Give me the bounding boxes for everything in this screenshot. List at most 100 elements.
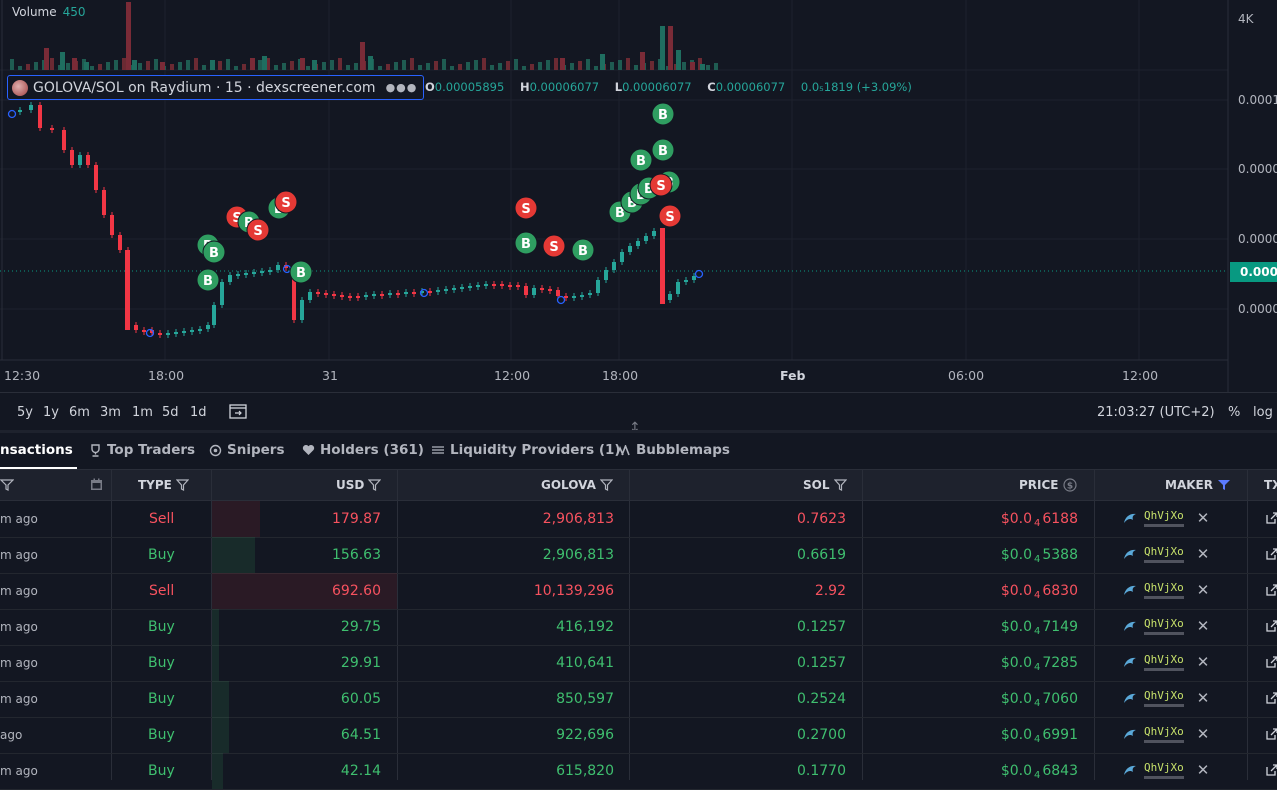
table-row[interactable]: m ago Buy 29.91 410,641 0.1257 $0.0 4 7285 QhVjX… xyxy=(0,645,1277,682)
tab-bubblemaps[interactable]: Bubblemaps xyxy=(616,442,730,458)
external-link-icon[interactable] xyxy=(1266,728,1277,740)
table-row[interactable]: m ago Buy 29.75 416,192 0.1257 $0.0 4 7149 QhVjX… xyxy=(0,609,1277,646)
remove-filter-icon[interactable]: ✕ xyxy=(1196,761,1210,779)
external-link-icon[interactable] xyxy=(1266,620,1277,632)
remove-filter-icon[interactable]: ✕ xyxy=(1196,617,1210,635)
volume-bar xyxy=(560,58,565,70)
volume-bar xyxy=(700,64,705,70)
timeframe-1y[interactable]: 1y xyxy=(43,405,59,420)
external-link-icon[interactable] xyxy=(1266,656,1277,668)
marker-circle xyxy=(556,295,566,305)
maker-address[interactable]: QhVjXo xyxy=(1144,689,1184,707)
candle-body xyxy=(220,282,224,305)
price-chart[interactable]: BBBSBSBSBSBSBBBBBBBBBSS Volume 450 GOLOVA… xyxy=(0,0,1277,436)
remove-filter-icon[interactable]: ✕ xyxy=(1196,545,1210,563)
percent-scale-toggle[interactable]: % xyxy=(1228,405,1241,420)
maker-cell[interactable]: QhVjXo ✕ xyxy=(1122,761,1209,779)
timeframe-1d[interactable]: 1d xyxy=(190,405,207,420)
timeframe-6m[interactable]: 6m xyxy=(69,405,90,420)
candle-body xyxy=(166,333,170,335)
header-txn[interactable]: TX xyxy=(1264,478,1277,492)
tab-holders[interactable]: Holders (361) xyxy=(302,442,424,458)
price-zero-count: 4 xyxy=(1033,518,1041,529)
sell-marker-label: S xyxy=(549,240,558,255)
table-row[interactable]: m ago Sell 179.87 2,906,813 0.7623 $0.0 4 6188 Q… xyxy=(0,501,1277,538)
candle-body xyxy=(29,105,33,110)
remove-filter-icon[interactable]: ✕ xyxy=(1196,509,1210,527)
volume-bar xyxy=(218,61,222,70)
filter-icon[interactable] xyxy=(368,479,382,491)
volume-bar xyxy=(634,65,638,70)
maker-cell[interactable]: QhVjXo ✕ xyxy=(1122,725,1209,743)
timeframe-5y[interactable]: 5y xyxy=(17,405,33,420)
header-type[interactable]: TYPE xyxy=(138,478,189,492)
remove-filter-icon[interactable]: ✕ xyxy=(1196,581,1210,599)
table-row[interactable]: m ago Buy 42.14 615,820 0.1770 $0.0 4 6843 QhVjX… xyxy=(0,753,1277,790)
maker-cell[interactable]: QhVjXo ✕ xyxy=(1122,545,1209,563)
tab-top-traders[interactable]: Top Traders xyxy=(89,442,195,458)
dollar-toggle-icon[interactable]: $ xyxy=(1062,478,1077,492)
table-row[interactable]: ago Buy 64.51 922,696 0.2700 $0.0 4 6991 QhVjXo ✕ xyxy=(0,717,1277,754)
timeframe-5d[interactable]: 5d xyxy=(162,405,179,420)
maker-address[interactable]: QhVjXo xyxy=(1144,617,1184,635)
table-row[interactable]: m ago Sell 692.60 10,139,296 2.92 $0.0 4 6830 Qh… xyxy=(0,573,1277,610)
log-scale-toggle[interactable]: log xyxy=(1253,405,1273,420)
maker-cell[interactable]: QhVjXo ✕ xyxy=(1122,653,1209,671)
candle-body xyxy=(436,290,440,292)
maker-cell[interactable]: QhVjXo ✕ xyxy=(1122,617,1209,635)
remove-filter-icon[interactable]: ✕ xyxy=(1196,653,1210,671)
maker-address[interactable]: QhVjXo xyxy=(1144,653,1184,671)
maker-address[interactable]: QhVjXo xyxy=(1144,509,1184,527)
maker-cell[interactable]: QhVjXo ✕ xyxy=(1122,509,1209,527)
chart-clock[interactable]: 21:03:27 (UTC+2) xyxy=(1097,405,1215,420)
filter-icon[interactable] xyxy=(599,479,613,491)
candle-body xyxy=(500,284,504,286)
panel-divider[interactable] xyxy=(0,430,1277,433)
candle-body xyxy=(636,241,640,246)
external-link-icon[interactable] xyxy=(1266,764,1277,776)
timeframe-1m[interactable]: 1m xyxy=(132,405,153,420)
tab-transactions[interactable]: nsactions xyxy=(0,442,73,458)
volume-bar xyxy=(474,60,478,70)
header-price[interactable]: PRICE $ xyxy=(1019,478,1077,492)
filter-icon[interactable] xyxy=(833,479,847,491)
table-row[interactable]: m ago Buy 156.63 2,906,813 0.6619 $0.0 4 5388 Qh… xyxy=(0,537,1277,574)
pair-title-box[interactable]: GOLOVA/SOL on Raydium · 15 · dexscreener… xyxy=(7,75,425,100)
date-range-icon[interactable] xyxy=(228,402,248,420)
remove-filter-icon[interactable]: ✕ xyxy=(1196,725,1210,743)
time-ago: m ago xyxy=(0,764,38,778)
volume-bar xyxy=(690,62,695,70)
maker-address[interactable]: QhVjXo xyxy=(1144,761,1184,779)
remove-filter-icon[interactable]: ✕ xyxy=(1196,689,1210,707)
external-link-icon[interactable] xyxy=(1266,692,1277,704)
external-link-icon[interactable] xyxy=(1266,512,1277,524)
timeframe-3m[interactable]: 3m xyxy=(100,405,121,420)
candle-body xyxy=(412,292,416,294)
more-options-icon[interactable]: ●●● xyxy=(385,81,418,94)
maker-cell[interactable]: QhVjXo ✕ xyxy=(1122,581,1209,599)
header-usd[interactable]: USD xyxy=(336,478,382,492)
header-golova[interactable]: GOLOVA xyxy=(541,478,613,492)
external-link-icon[interactable] xyxy=(1266,548,1277,560)
candle-body xyxy=(668,294,672,300)
filter-active-icon[interactable] xyxy=(1217,479,1231,491)
filter-icon[interactable] xyxy=(175,479,189,491)
table-row[interactable]: m ago Buy 60.05 850,597 0.2524 $0.0 4 7060 QhVjX… xyxy=(0,681,1277,718)
ohlc-legend: O0.00005895 H0.00006077 L0.00006077 C0.0… xyxy=(425,80,918,94)
candlestick-chart[interactable]: BBBSBSBSBSBSBBBBBBBBBSS xyxy=(0,0,1277,392)
maker-cell[interactable]: QhVjXo ✕ xyxy=(1122,689,1209,707)
maker-address[interactable]: QhVjXo xyxy=(1144,725,1184,743)
filter-icon[interactable] xyxy=(0,479,14,491)
time-ago: m ago xyxy=(0,692,38,706)
resize-handle-icon[interactable]: ↕ xyxy=(629,420,641,436)
maker-address[interactable]: QhVjXo xyxy=(1144,581,1184,599)
header-sol[interactable]: SOL xyxy=(803,478,847,492)
maker-address[interactable]: QhVjXo xyxy=(1144,545,1184,563)
volume-bar xyxy=(72,58,77,70)
calendar-icon[interactable] xyxy=(90,478,103,491)
tab-liquidity-providers[interactable]: Liquidity Providers (1) xyxy=(431,442,621,458)
external-link-icon[interactable] xyxy=(1266,584,1277,596)
tab-snipers[interactable]: Snipers xyxy=(209,442,284,458)
price-zero-count: 4 xyxy=(1033,590,1041,601)
header-maker[interactable]: MAKER xyxy=(1165,478,1231,492)
